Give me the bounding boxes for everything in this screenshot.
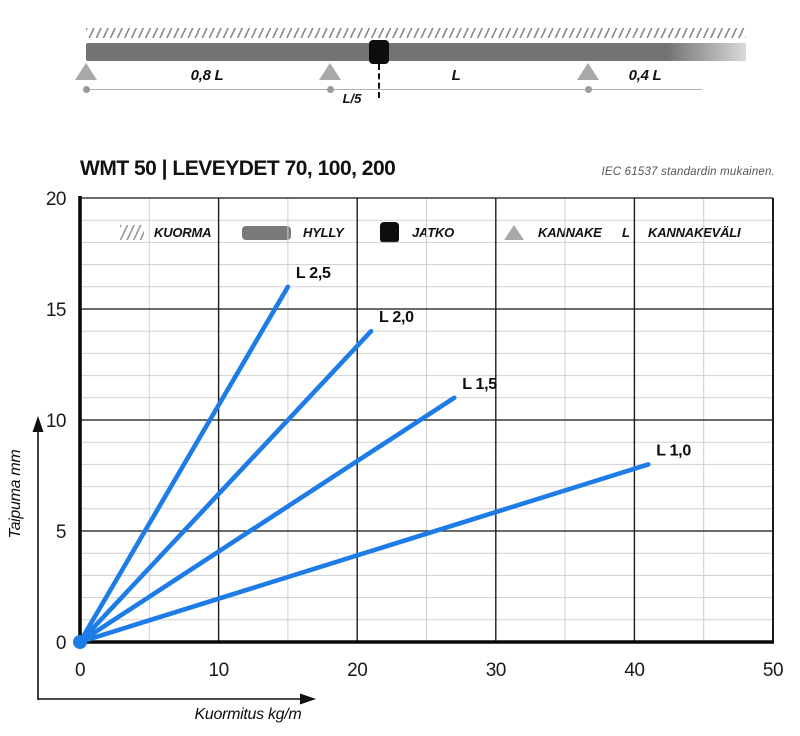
legend: KUORMA HYLLY JATKO KANNAKE L KANNAKEVÄLI xyxy=(0,108,800,243)
support-icon xyxy=(319,63,341,80)
legend-label-hylly: HYLLY xyxy=(303,225,344,240)
y-axis-title: Taipuma mm xyxy=(7,450,24,539)
series-label: L 2,5 xyxy=(296,265,331,282)
series-line xyxy=(77,395,457,645)
dimension-point xyxy=(83,86,90,93)
support-icon xyxy=(75,63,97,80)
load-hatch-icon xyxy=(120,225,144,240)
x-tick-label: 40 xyxy=(624,660,644,681)
standard-note: IEC 61537 standardin mukainen. xyxy=(601,166,775,178)
span-label-left: 0,8 L xyxy=(190,67,224,84)
joint-offset-label: L/5 xyxy=(342,91,362,106)
span-label-mid: L xyxy=(451,67,461,84)
y-tick-label: 15 xyxy=(46,300,66,321)
series-label: L 2,0 xyxy=(379,309,414,326)
x-tick-label: 20 xyxy=(347,660,367,681)
x-tick-label: 30 xyxy=(486,660,506,681)
series-label: L 1,5 xyxy=(462,376,497,393)
series-label: L 1,0 xyxy=(656,442,691,459)
legend-label-kannake: KANNAKE xyxy=(538,225,602,240)
x-axis-title: Kuormitus kg/m xyxy=(195,706,302,723)
dimension-line xyxy=(86,89,702,90)
legend-label-kuorma: KUORMA xyxy=(154,225,212,240)
y-tick-label: 0 xyxy=(56,633,66,654)
support-icon xyxy=(504,225,524,240)
y-tick-label: 10 xyxy=(46,411,66,432)
y-tick-label: 20 xyxy=(46,189,66,210)
y-tick-label: 5 xyxy=(56,522,66,543)
right-arrow-icon xyxy=(300,693,316,705)
x-tick-label: 0 xyxy=(75,660,85,681)
legend-label-jatko: JATKO xyxy=(412,225,455,240)
dimension-point xyxy=(327,86,334,93)
dimension-point xyxy=(585,86,592,93)
joint-icon xyxy=(380,222,399,243)
joint-square-icon xyxy=(369,40,389,64)
load-hatch-icon xyxy=(86,28,746,38)
support-icon xyxy=(577,63,599,80)
series-line xyxy=(77,284,291,645)
joint-dashed-line xyxy=(378,64,380,98)
series-line xyxy=(77,462,651,645)
up-arrow-icon xyxy=(32,416,44,432)
x-tick-label: 10 xyxy=(209,660,229,681)
x-tick-label: 50 xyxy=(763,660,783,681)
letter-l-symbol: L xyxy=(622,225,630,240)
origin-point xyxy=(73,635,87,649)
legend-label-kannakevali: KANNAKEVÄLI xyxy=(648,225,741,240)
beam-diagram: 0,8 L L 0,4 L L/5 xyxy=(0,0,800,108)
shelf-icon xyxy=(242,226,291,240)
page-title: WMT 50 | LEVEYDET 70, 100, 200 xyxy=(80,157,396,180)
span-label-right: 0,4 L xyxy=(628,67,662,84)
shelf-bar xyxy=(86,43,746,61)
series-line xyxy=(77,328,374,645)
